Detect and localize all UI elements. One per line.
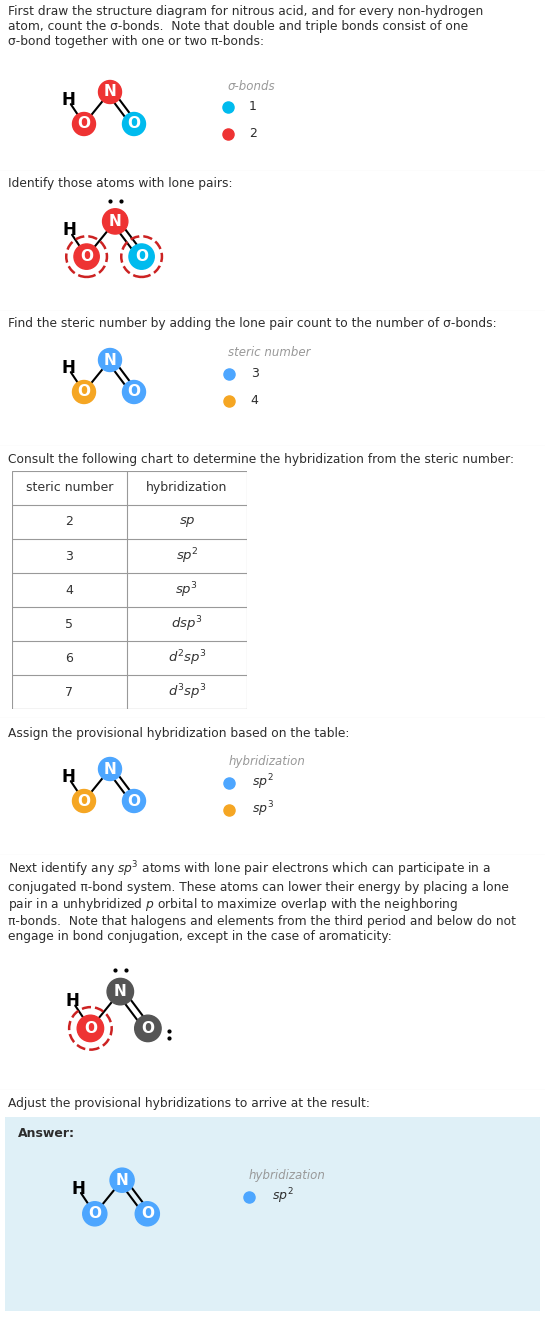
Circle shape (83, 1202, 107, 1225)
Text: H: H (61, 91, 75, 109)
Circle shape (72, 112, 95, 136)
Text: O: O (128, 116, 141, 132)
Text: H: H (61, 768, 75, 786)
Text: steric number: steric number (26, 481, 113, 495)
Text: 6: 6 (65, 652, 74, 665)
Text: N: N (104, 761, 117, 777)
Text: $dsp^3$: $dsp^3$ (171, 615, 203, 634)
Circle shape (99, 80, 122, 103)
Text: 3: 3 (65, 550, 74, 562)
Text: $d^3sp^3$: $d^3sp^3$ (168, 682, 207, 702)
Text: O: O (77, 116, 90, 132)
Text: N: N (104, 84, 117, 99)
Circle shape (135, 1202, 159, 1225)
FancyBboxPatch shape (2, 1116, 543, 1312)
Text: $sp^2$: $sp^2$ (271, 1187, 293, 1207)
Text: $d^2sp^3$: $d^2sp^3$ (168, 648, 207, 667)
Circle shape (99, 757, 122, 781)
Text: Find the steric number by adding the lone pair count to the number of σ-bonds:: Find the steric number by adding the lon… (8, 318, 496, 331)
Circle shape (107, 979, 134, 1005)
Text: First draw the structure diagram for nitrous acid, and for every non-hydrogen
at: First draw the structure diagram for nit… (8, 5, 483, 47)
Text: hybridization: hybridization (146, 481, 228, 495)
Text: 5: 5 (65, 617, 74, 630)
Text: Consult the following chart to determine the hybridization from the steric numbe: Consult the following chart to determine… (8, 452, 514, 466)
Text: 4: 4 (65, 583, 74, 596)
Text: Identify those atoms with lone pairs:: Identify those atoms with lone pairs: (8, 178, 233, 190)
Circle shape (99, 348, 122, 372)
Text: steric number: steric number (228, 347, 311, 360)
Text: Next identify any $sp^3$ atoms with lone pair electrons which can participate in: Next identify any $sp^3$ atoms with lone… (8, 859, 516, 943)
Text: σ-bonds: σ-bonds (228, 79, 276, 92)
Text: $sp^3$: $sp^3$ (175, 580, 198, 600)
Text: 1: 1 (249, 100, 257, 113)
Circle shape (123, 790, 146, 813)
Circle shape (123, 380, 146, 404)
Text: 4: 4 (251, 394, 258, 408)
Circle shape (72, 380, 95, 404)
Text: Adjust the provisional hybridizations to arrive at the result:: Adjust the provisional hybridizations to… (8, 1097, 370, 1111)
Circle shape (72, 790, 95, 813)
Text: O: O (128, 385, 141, 400)
Text: H: H (71, 1179, 85, 1198)
Text: 7: 7 (65, 686, 74, 699)
Text: 3: 3 (251, 367, 258, 380)
Text: O: O (88, 1207, 101, 1221)
Text: N: N (104, 352, 117, 368)
Text: O: O (80, 249, 93, 264)
Text: N: N (116, 1173, 129, 1187)
Text: O: O (141, 1207, 154, 1221)
Text: H: H (65, 992, 79, 1010)
Text: O: O (141, 1021, 154, 1035)
Circle shape (77, 1016, 104, 1042)
Text: O: O (77, 385, 90, 400)
Text: N: N (114, 984, 126, 998)
Circle shape (123, 112, 146, 136)
Text: $sp$: $sp$ (179, 514, 195, 529)
Circle shape (135, 1016, 161, 1042)
Text: N: N (109, 214, 122, 230)
Text: $sp^3$: $sp^3$ (251, 799, 274, 819)
Text: $sp^2$: $sp^2$ (175, 546, 198, 566)
Text: $sp^2$: $sp^2$ (251, 773, 273, 793)
Circle shape (110, 1169, 134, 1192)
Text: O: O (84, 1021, 97, 1035)
Circle shape (129, 244, 154, 269)
Circle shape (74, 244, 99, 269)
Text: O: O (77, 794, 90, 809)
Text: hybridization: hybridization (229, 756, 306, 769)
Text: H: H (62, 222, 76, 239)
Circle shape (102, 208, 128, 233)
Text: Assign the provisional hybridization based on the table:: Assign the provisional hybridization bas… (8, 727, 349, 740)
Text: hybridization: hybridization (249, 1169, 325, 1182)
Text: O: O (128, 794, 141, 809)
Text: Answer:: Answer: (19, 1126, 75, 1140)
Text: O: O (135, 249, 148, 264)
Text: 2: 2 (249, 127, 257, 140)
Text: H: H (61, 359, 75, 377)
Text: 2: 2 (65, 516, 74, 529)
